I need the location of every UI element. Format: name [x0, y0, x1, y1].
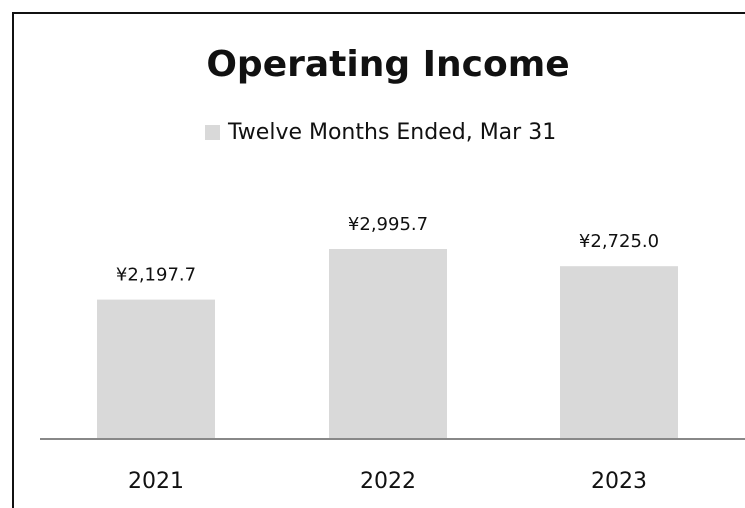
- value-label: ¥2,995.7: [348, 214, 428, 235]
- bar: [560, 266, 678, 439]
- legend-swatch: [205, 125, 220, 140]
- bar: [329, 249, 447, 439]
- bar: [97, 299, 215, 439]
- x-tick-label: 2021: [128, 469, 184, 494]
- value-label: ¥2,197.7: [116, 265, 196, 286]
- value-label: ¥2,725.0: [579, 231, 659, 252]
- legend-label: Twelve Months Ended, Mar 31: [227, 120, 556, 145]
- chart-title: Operating Income: [206, 44, 569, 85]
- x-tick-label: 2023: [591, 469, 647, 494]
- x-tick-label: 2022: [360, 469, 416, 494]
